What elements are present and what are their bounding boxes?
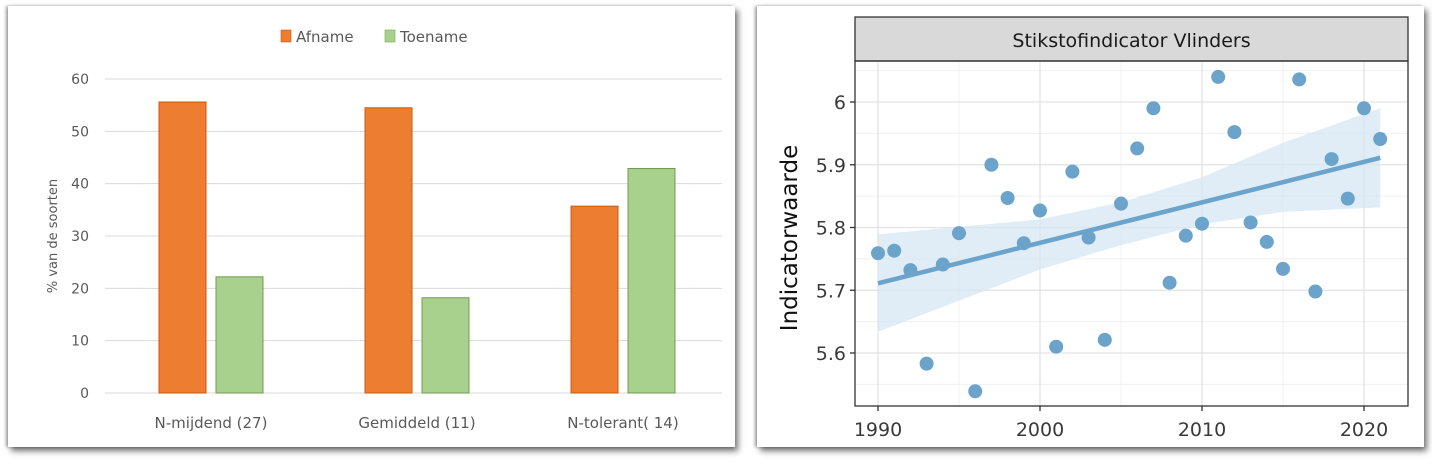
data-point: [919, 356, 934, 371]
data-point: [1114, 196, 1128, 211]
legend-label-afname: Afname: [296, 28, 354, 46]
data-point: [1227, 125, 1242, 140]
data-point: [1308, 284, 1323, 299]
y-tick-label: 60: [71, 72, 89, 88]
bar-afname: [364, 107, 413, 394]
data-point: [1243, 215, 1258, 230]
x-tick-label: 2020: [1340, 419, 1388, 441]
data-point: [1162, 275, 1177, 290]
data-point: [1324, 152, 1339, 167]
bar-toename: [627, 167, 676, 394]
legend-label-toename: Toename: [399, 28, 468, 46]
data-point: [1097, 332, 1112, 347]
data-point: [1292, 72, 1307, 87]
data-point: [1357, 101, 1371, 116]
data-point: [1259, 234, 1274, 249]
x-tick-label: 2010: [1178, 419, 1226, 441]
data-point: [903, 263, 918, 278]
y-axis-label: % van de soorten: [46, 179, 61, 293]
y-tick-label: 0: [80, 386, 89, 402]
y-tick-label: 6: [834, 92, 846, 114]
y-tick-label: 5.7: [816, 280, 846, 302]
data-point: [1146, 101, 1161, 116]
bar-toename: [421, 297, 470, 394]
scatter-chart-panel: Stikstofindicator Vlinders 5.6 5.7 5.8 5.9 6 1…: [757, 6, 1424, 447]
y-axis-label: Indicatorwaarde: [777, 145, 803, 331]
data-point: [1178, 228, 1193, 243]
legend-swatch-toename: [384, 29, 396, 43]
y-tick-label: 10: [71, 334, 89, 350]
y-tick-label: 40: [71, 177, 89, 193]
x-category-label: Gemiddeld (11): [358, 414, 475, 432]
data-point: [1211, 69, 1226, 84]
bar-chart: 0 10 20 30 40 50 60 % van de soorten Afname Toena…: [46, 28, 722, 432]
x-category-label: N-mijdend (27): [155, 414, 268, 432]
bar-toename: [215, 276, 264, 394]
plot-frame: [854, 60, 1409, 407]
data-point: [935, 257, 950, 272]
y-tick-label: 20: [71, 281, 89, 297]
data-point: [1000, 191, 1015, 206]
trend-line: [877, 155, 1381, 286]
data-point: [1049, 339, 1064, 354]
y-tick-label: 5.6: [816, 343, 846, 365]
bar-chart-panel: 0 10 20 30 40 50 60 % van de soorten Afname Toena…: [8, 6, 735, 447]
x-tick-label: 1990: [854, 419, 902, 441]
data-point: [1340, 191, 1355, 206]
y-tick-label: 5.8: [816, 218, 846, 240]
data-point: [1081, 230, 1096, 245]
scatter-chart: Stikstofindicator Vlinders 5.6 5.7 5.8 5.9 6 1…: [777, 16, 1409, 441]
y-tick-label: 50: [71, 124, 89, 140]
y-tick-label: 30: [71, 229, 89, 245]
data-point: [1130, 141, 1145, 156]
x-category-label: N-tolerant( 14): [567, 414, 678, 432]
x-tick-label: 2000: [1016, 419, 1064, 441]
data-point: [871, 246, 885, 261]
bar-afname: [570, 205, 619, 394]
data-point: [1065, 164, 1080, 179]
data-point: [984, 157, 999, 172]
data-point: [1195, 216, 1209, 231]
data-point: [1373, 132, 1388, 147]
data-point: [1016, 236, 1031, 251]
data-point: [887, 243, 902, 258]
legend-swatch-afname: [280, 29, 292, 43]
bar-afname: [158, 101, 207, 394]
data-point: [968, 384, 983, 399]
facet-title: Stikstofindicator Vlinders: [1012, 30, 1250, 52]
facet-strip: [854, 16, 1409, 62]
y-tick-label: 5.9: [816, 155, 846, 177]
data-point: [952, 226, 966, 241]
data-point: [1276, 261, 1290, 276]
data-point: [1033, 203, 1047, 218]
